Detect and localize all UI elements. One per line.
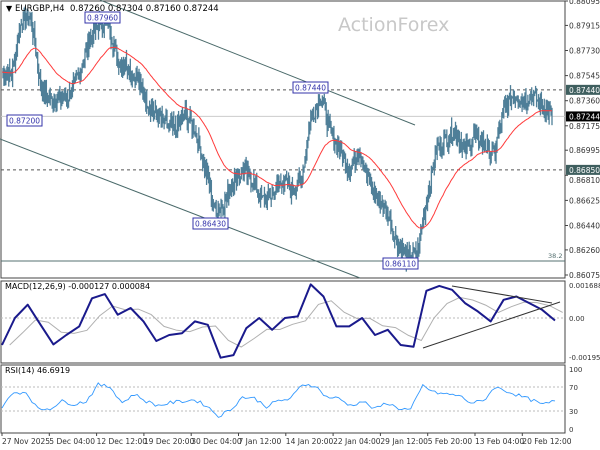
x-tick-label: 22 Jan 04:00: [333, 437, 381, 446]
y-tick-label: 0.86995: [569, 146, 600, 155]
y-tick-label: 0.86075: [569, 271, 600, 280]
macd-panel: [0, 280, 566, 364]
x-tick-label: 27 Nov 2025: [2, 437, 50, 446]
y-tick-label: 0.87360: [569, 97, 600, 106]
price-annotation-box: [382, 257, 419, 270]
rsi-tick-label: 70: [569, 384, 578, 392]
rsi-tick-label: 100: [569, 366, 582, 374]
x-tick-label: 7 Jan 12:00: [239, 437, 282, 446]
x-tick-label: 29 Jan 12:00: [380, 437, 428, 446]
price-annotation-label: 0.87200: [9, 117, 40, 126]
current-price-label: 0.87244: [569, 112, 600, 121]
price-annotation-box: [6, 114, 43, 127]
x-tick-label: 5 Feb 20:00: [428, 437, 473, 446]
x-tick-label: 14 Jan 20:00: [286, 437, 334, 446]
main-panel: [0, 0, 566, 279]
rsi-panel: [0, 364, 566, 434]
price-annotation-box: [292, 81, 329, 94]
x-tick-label: 12 Dec 12:00: [97, 437, 148, 446]
macd-title: MACD(12,26,9) -0.000127 0.000084: [5, 282, 150, 291]
y-tick-label: 0.86260: [569, 246, 600, 255]
channel-trendline: [0, 138, 361, 279]
price-annotation-label: 0.87440: [295, 84, 326, 93]
price-annotation-label: 0.86430: [195, 220, 226, 229]
y-tick-label: 0.87175: [569, 122, 600, 131]
x-tick-label: 20 Feb 12:00: [522, 437, 571, 446]
ohlc-readout: 0.87260 0.87304 0.87160 0.87244: [70, 4, 219, 14]
x-tick-label: 19 Dec 20:00: [144, 437, 195, 446]
symbol-label: EURGBP,H4: [15, 4, 65, 14]
macd-main-line: [1, 283, 556, 359]
rsi-title: RSI(14) 46.6919: [5, 366, 70, 375]
rsi-tick-label: 0: [569, 426, 573, 434]
x-tick-label: 5 Dec 04:00: [49, 437, 95, 446]
y-tick-label: 0.86440: [569, 221, 600, 230]
level-price-box: [566, 164, 600, 175]
level-price-label: 0.86850: [569, 166, 600, 175]
fibonacci-label: 38.2: [548, 252, 562, 260]
y-tick-label: 0.87545: [569, 72, 600, 81]
price-annotation-box: [84, 11, 121, 24]
y-tick-label: 0.87915: [569, 21, 600, 30]
x-tick-label: 30 Dec 04:00: [191, 437, 242, 446]
y-tick-label: 0.87730: [569, 47, 600, 56]
price-annotation-label: 0.86110: [385, 260, 416, 269]
watermark: ActionForex: [338, 14, 449, 36]
level-price-label: 0.87440: [569, 86, 600, 95]
rsi-tick-label: 30: [569, 408, 578, 416]
macd-tick-label: 0.001688: [569, 282, 600, 290]
level-price-box: [566, 84, 600, 95]
macd-tick-label: -0.001953: [569, 354, 600, 362]
macd-triangle-trendline: [451, 285, 553, 304]
current-price-box: [566, 111, 600, 122]
rsi-line: [1, 382, 556, 418]
y-tick-label: 0.86810: [569, 176, 600, 185]
moving-average-line: [2, 46, 553, 229]
macd-signal-line: [9, 296, 563, 348]
price-annotation-box: [192, 217, 229, 230]
macd-tick-label: 0.00: [569, 315, 585, 323]
y-tick-label: 0.88095: [569, 0, 600, 6]
channel-trendline: [99, 0, 416, 126]
y-tick-label: 0.86625: [569, 196, 600, 205]
macd-triangle-trendline: [422, 301, 561, 349]
price-annotation-label: 0.87960: [87, 14, 118, 23]
dropdown-arrow-icon[interactable]: ▼: [6, 4, 13, 13]
x-tick-label: 13 Feb 04:00: [475, 437, 524, 446]
